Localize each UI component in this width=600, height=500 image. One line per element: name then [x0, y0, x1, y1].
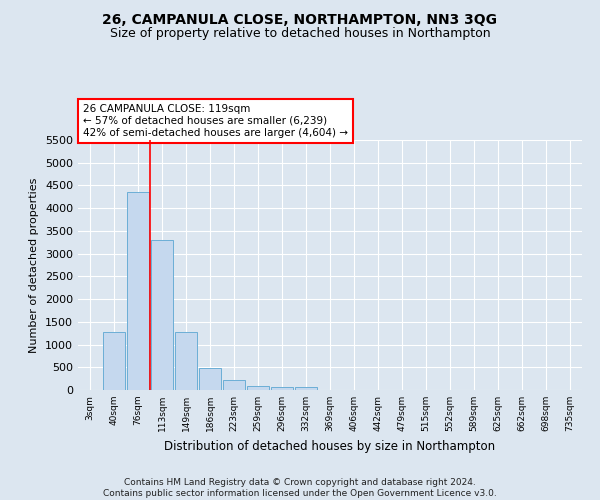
Bar — [247, 386, 269, 390]
Y-axis label: Number of detached properties: Number of detached properties — [29, 178, 40, 352]
Text: Size of property relative to detached houses in Northampton: Size of property relative to detached ho… — [110, 28, 490, 40]
Bar — [127, 192, 149, 390]
Bar — [151, 240, 173, 390]
Bar — [223, 380, 245, 390]
Bar — [295, 388, 317, 390]
Bar — [199, 368, 221, 390]
Text: 26, CAMPANULA CLOSE, NORTHAMPTON, NN3 3QG: 26, CAMPANULA CLOSE, NORTHAMPTON, NN3 3Q… — [103, 12, 497, 26]
Text: 26 CAMPANULA CLOSE: 119sqm
← 57% of detached houses are smaller (6,239)
42% of s: 26 CAMPANULA CLOSE: 119sqm ← 57% of deta… — [83, 104, 348, 138]
Bar — [175, 332, 197, 390]
X-axis label: Distribution of detached houses by size in Northampton: Distribution of detached houses by size … — [164, 440, 496, 452]
Bar — [103, 332, 125, 390]
Bar — [271, 388, 293, 390]
Text: Contains HM Land Registry data © Crown copyright and database right 2024.
Contai: Contains HM Land Registry data © Crown c… — [103, 478, 497, 498]
